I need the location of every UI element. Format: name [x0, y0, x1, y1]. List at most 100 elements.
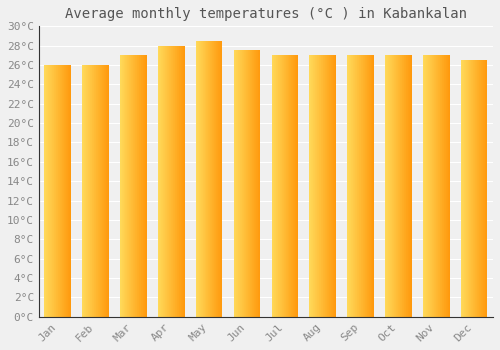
Bar	[89, 65, 90, 317]
Bar	[429, 55, 430, 317]
Bar	[273, 55, 274, 317]
Bar	[468, 60, 469, 317]
Bar	[316, 55, 318, 317]
Bar	[356, 55, 358, 317]
Bar	[443, 55, 444, 317]
Bar	[397, 55, 398, 317]
Bar	[326, 55, 328, 317]
Bar	[448, 55, 449, 317]
Bar	[235, 50, 236, 317]
Bar	[55, 65, 56, 317]
Bar	[368, 55, 369, 317]
Bar	[249, 50, 250, 317]
Bar	[239, 50, 240, 317]
Bar	[250, 50, 251, 317]
Bar	[334, 55, 336, 317]
Bar	[254, 50, 255, 317]
Bar	[315, 55, 316, 317]
Bar	[373, 55, 374, 317]
Bar	[69, 65, 70, 317]
Bar	[277, 55, 278, 317]
Bar	[126, 55, 127, 317]
Bar	[467, 60, 468, 317]
Bar	[290, 55, 291, 317]
Bar	[486, 60, 488, 317]
Bar	[221, 41, 222, 317]
Bar	[201, 41, 202, 317]
Bar	[129, 55, 130, 317]
Bar	[212, 41, 213, 317]
Bar	[203, 41, 204, 317]
Bar	[131, 55, 132, 317]
Bar	[162, 46, 164, 317]
Bar	[393, 55, 394, 317]
Bar	[447, 55, 448, 317]
Bar	[425, 55, 426, 317]
Bar	[466, 60, 467, 317]
Bar	[160, 46, 162, 317]
Bar	[364, 55, 365, 317]
Bar	[100, 65, 101, 317]
Bar	[284, 55, 285, 317]
Bar	[70, 65, 71, 317]
Bar	[62, 65, 63, 317]
Bar	[434, 55, 435, 317]
Bar	[391, 55, 392, 317]
Bar	[482, 60, 484, 317]
Bar	[245, 50, 246, 317]
Bar	[403, 55, 404, 317]
Bar	[207, 41, 208, 317]
Bar	[123, 55, 124, 317]
Bar	[210, 41, 211, 317]
Bar	[49, 65, 50, 317]
Bar	[312, 55, 313, 317]
Bar	[133, 55, 134, 317]
Bar	[370, 55, 371, 317]
Bar	[477, 60, 478, 317]
Bar	[428, 55, 429, 317]
Bar	[439, 55, 440, 317]
Bar	[430, 55, 431, 317]
Bar	[102, 65, 103, 317]
Bar	[144, 55, 146, 317]
Bar	[288, 55, 289, 317]
Bar	[392, 55, 393, 317]
Bar	[125, 55, 126, 317]
Bar	[240, 50, 241, 317]
Bar	[58, 65, 59, 317]
Bar	[437, 55, 438, 317]
Bar	[354, 55, 356, 317]
Bar	[202, 41, 203, 317]
Bar	[410, 55, 411, 317]
Bar	[82, 65, 83, 317]
Bar	[103, 65, 104, 317]
Bar	[352, 55, 354, 317]
Bar	[217, 41, 218, 317]
Bar	[181, 46, 182, 317]
Bar	[128, 55, 129, 317]
Bar	[124, 55, 125, 317]
Bar	[387, 55, 388, 317]
Bar	[424, 55, 425, 317]
Bar	[164, 46, 166, 317]
Bar	[279, 55, 280, 317]
Bar	[166, 46, 168, 317]
Title: Average monthly temperatures (°C ) in Kabankalan: Average monthly temperatures (°C ) in Ka…	[65, 7, 467, 21]
Bar	[311, 55, 312, 317]
Bar	[237, 50, 238, 317]
Bar	[480, 60, 481, 317]
Bar	[398, 55, 399, 317]
Bar	[253, 50, 254, 317]
Bar	[471, 60, 472, 317]
Bar	[444, 55, 445, 317]
Bar	[436, 55, 437, 317]
Bar	[83, 65, 84, 317]
Bar	[389, 55, 390, 317]
Bar	[348, 55, 350, 317]
Bar	[400, 55, 401, 317]
Bar	[107, 65, 108, 317]
Bar	[463, 60, 464, 317]
Bar	[244, 50, 245, 317]
Bar	[474, 60, 475, 317]
Bar	[473, 60, 474, 317]
